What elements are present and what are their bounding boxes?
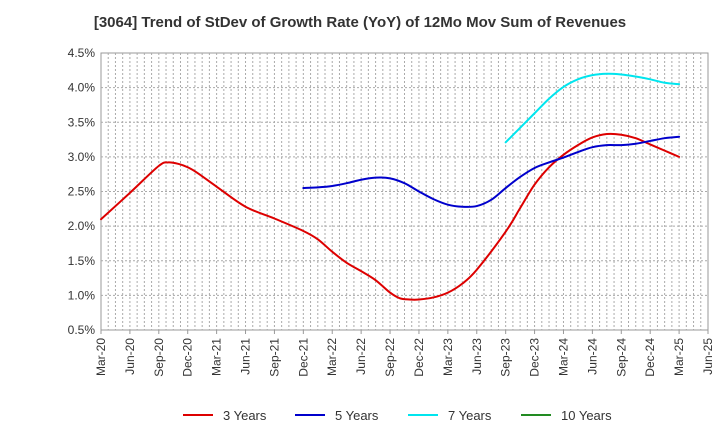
y-tick-label: 4.0% (68, 81, 96, 95)
legend-label: 10 Years (561, 407, 612, 423)
series-line-3-years (100, 132, 681, 301)
y-tick-label: 3.0% (68, 150, 96, 164)
legend-item-5-years: 5 Years (295, 404, 378, 426)
x-tick-label: Jun-22 (354, 338, 368, 375)
series-layer (100, 72, 681, 301)
x-tick-label: Mar-22 (325, 338, 339, 376)
legend-item-7-years: 7 Years (408, 404, 491, 426)
y-tick-label: 1.0% (68, 288, 96, 302)
grid-layer (100, 52, 709, 331)
x-tick-label: Sep-23 (499, 338, 513, 377)
x-tick-label: Dec-21 (296, 338, 310, 377)
legend-label: 3 Years (223, 407, 267, 423)
legend: 3 Years 5 Years 7 Years 10 Years (0, 404, 720, 426)
x-tick-label: Dec-22 (412, 338, 426, 377)
x-tick-label: Dec-24 (643, 338, 657, 377)
legend-swatch-7-years (408, 414, 438, 416)
x-tick-label: Jun-25 (701, 338, 715, 375)
legend-item-10-years: 10 Years (521, 404, 612, 426)
x-tick-label: Mar-21 (210, 338, 224, 376)
y-tick-label: 4.5% (68, 46, 96, 60)
x-tick-label: Dec-23 (528, 338, 542, 377)
chart-title: [3064] Trend of StDev of Growth Rate (Yo… (93, 14, 627, 31)
x-tick-label: Jun-20 (123, 338, 137, 375)
x-tick-label: Mar-23 (441, 338, 455, 376)
y-tick-label: 2.5% (68, 185, 96, 199)
y-tick-label: 2.0% (68, 219, 96, 233)
x-tick-label: Sep-20 (152, 338, 166, 377)
legend-swatch-3-years (183, 414, 213, 416)
legend-label: 7 Years (448, 407, 492, 423)
axis-layer: 0.5% 1.0% 1.5% 2.0% 2.5% 3.0% 3.5% 4.0% 4.5% Mar-… (68, 46, 715, 377)
x-tick-label: Jun-24 (585, 338, 599, 375)
x-tick-label: Jun-23 (470, 338, 484, 375)
x-tick-label: Dec-20 (181, 338, 195, 377)
x-tick-label: Mar-24 (556, 338, 570, 376)
x-tick-label: Mar-20 (94, 338, 108, 376)
x-tick-label: Jun-21 (239, 338, 253, 375)
series-line-5-years (302, 135, 681, 208)
x-tick-label: Mar-25 (672, 338, 686, 376)
x-tick-label: Sep-24 (614, 338, 628, 377)
series-line-7-years (504, 72, 681, 144)
y-tick-label: 1.5% (68, 254, 96, 268)
y-tick-label: 0.5% (68, 323, 96, 337)
x-tick-label: Sep-22 (383, 338, 397, 377)
legend-swatch-5-years (295, 414, 325, 416)
legend-swatch-10-years (521, 414, 551, 416)
y-tick-label: 3.5% (68, 115, 96, 129)
x-tick-label: Sep-21 (267, 338, 281, 377)
legend-label: 5 Years (335, 407, 379, 423)
legend-item-3-years: 3 Years (183, 404, 266, 426)
